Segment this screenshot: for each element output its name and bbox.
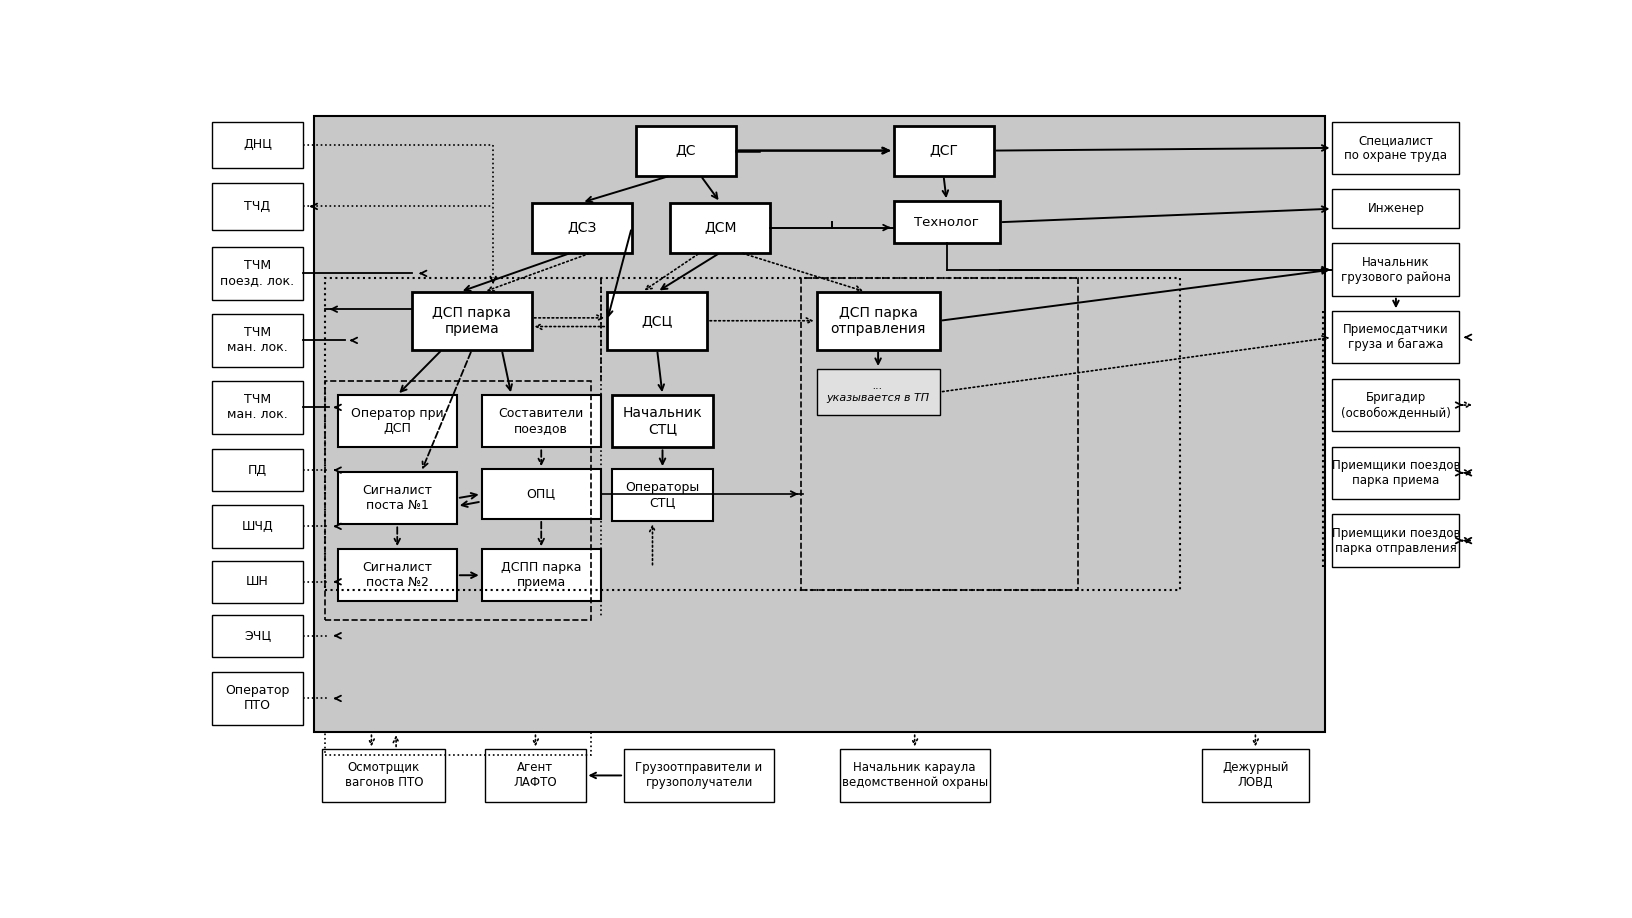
- Text: ...
указывается в ТП: ... указывается в ТП: [826, 381, 929, 403]
- Text: ЭЧЦ: ЭЧЦ: [243, 629, 271, 643]
- Text: Начальник караула
ведомственной охраны: Начальник караула ведомственной охраны: [840, 761, 987, 789]
- Text: Приемщики поездов
парка отправления: Приемщики поездов парка отправления: [1330, 527, 1459, 554]
- Text: Начальник
СТЦ: Начальник СТЦ: [622, 406, 702, 436]
- FancyBboxPatch shape: [212, 314, 302, 366]
- Text: ПД: ПД: [248, 464, 268, 476]
- FancyBboxPatch shape: [212, 449, 302, 491]
- Text: ДСГ: ДСГ: [929, 143, 958, 158]
- FancyBboxPatch shape: [212, 505, 302, 547]
- Text: Грузоотправители и
грузополучатели: Грузоотправители и грузополучатели: [635, 761, 762, 789]
- FancyBboxPatch shape: [1332, 189, 1459, 228]
- FancyBboxPatch shape: [315, 117, 1324, 733]
- Text: Оператор
ПТО: Оператор ПТО: [225, 685, 289, 712]
- FancyBboxPatch shape: [839, 749, 989, 801]
- Text: ДСП парка
отправления: ДСП парка отправления: [831, 306, 925, 336]
- FancyBboxPatch shape: [481, 395, 601, 447]
- FancyBboxPatch shape: [612, 469, 712, 521]
- Text: ДСЦ: ДСЦ: [641, 314, 672, 328]
- Text: Приемосдатчики
груза и багажа: Приемосдатчики груза и багажа: [1342, 323, 1448, 352]
- Text: ОПЦ: ОПЦ: [527, 487, 555, 500]
- Text: Осмотрщик
вагонов ПТО: Осмотрщик вагонов ПТО: [344, 761, 423, 789]
- Text: ТЧМ
ман. лок.: ТЧМ ман. лок.: [227, 394, 287, 421]
- FancyBboxPatch shape: [893, 201, 999, 243]
- FancyBboxPatch shape: [532, 203, 632, 252]
- Text: Агент
ЛАФТО: Агент ЛАФТО: [514, 761, 557, 789]
- FancyBboxPatch shape: [481, 549, 601, 601]
- Text: ДНЦ: ДНЦ: [243, 139, 273, 151]
- FancyBboxPatch shape: [635, 126, 734, 175]
- FancyBboxPatch shape: [212, 561, 302, 603]
- FancyBboxPatch shape: [1332, 379, 1459, 431]
- Text: Сигналист
поста №2: Сигналист поста №2: [362, 561, 432, 589]
- Text: ТЧД: ТЧД: [245, 200, 271, 213]
- FancyBboxPatch shape: [212, 122, 302, 168]
- Text: ТЧМ
ман. лок.: ТЧМ ман. лок.: [227, 327, 287, 354]
- FancyBboxPatch shape: [485, 749, 586, 801]
- FancyBboxPatch shape: [1332, 514, 1459, 566]
- Text: ДСП парка
приема: ДСП парка приема: [432, 306, 511, 336]
- Text: ДСМ: ДСМ: [703, 220, 736, 235]
- Text: Оператор при
ДСП: Оператор при ДСП: [351, 408, 444, 435]
- Text: Начальник
грузового района: Начальник грузового района: [1340, 255, 1451, 284]
- FancyBboxPatch shape: [816, 292, 938, 350]
- FancyBboxPatch shape: [212, 184, 302, 230]
- Text: Приемщики поездов
парка приема: Приемщики поездов парка приема: [1330, 459, 1459, 487]
- FancyBboxPatch shape: [1201, 749, 1309, 801]
- FancyBboxPatch shape: [816, 369, 938, 415]
- Text: Сигналист
поста №1: Сигналист поста №1: [362, 484, 432, 512]
- Text: Бригадир
(освобожденный): Бригадир (освобожденный): [1340, 391, 1449, 420]
- Text: Специалист
по охране труда: Специалист по охране труда: [1343, 134, 1446, 162]
- FancyBboxPatch shape: [411, 292, 532, 350]
- Text: Операторы
СТЦ: Операторы СТЦ: [625, 481, 698, 509]
- Text: ДС: ДС: [676, 143, 695, 158]
- FancyBboxPatch shape: [212, 247, 302, 299]
- Text: Составители
поездов: Составители поездов: [498, 408, 584, 435]
- FancyBboxPatch shape: [1332, 122, 1459, 174]
- Text: ДСЗ: ДСЗ: [566, 220, 596, 235]
- FancyBboxPatch shape: [1332, 447, 1459, 499]
- FancyBboxPatch shape: [338, 395, 457, 447]
- FancyBboxPatch shape: [623, 749, 774, 801]
- FancyBboxPatch shape: [893, 126, 992, 175]
- FancyBboxPatch shape: [212, 672, 302, 724]
- FancyBboxPatch shape: [669, 203, 770, 252]
- FancyBboxPatch shape: [1332, 243, 1459, 296]
- Text: ШН: ШН: [246, 576, 269, 588]
- Text: ДСПП парка
приема: ДСПП парка приема: [501, 561, 581, 589]
- Text: ТЧМ
поезд. лок.: ТЧМ поезд. лок.: [220, 260, 294, 287]
- FancyBboxPatch shape: [1332, 311, 1459, 364]
- FancyBboxPatch shape: [607, 292, 707, 350]
- FancyBboxPatch shape: [338, 472, 457, 524]
- Text: Инженер: Инженер: [1366, 202, 1423, 215]
- FancyBboxPatch shape: [212, 381, 302, 433]
- FancyBboxPatch shape: [322, 749, 446, 801]
- Text: Дежурный
ЛОВД: Дежурный ЛОВД: [1221, 761, 1288, 789]
- Text: Технолог: Технолог: [914, 216, 979, 229]
- FancyBboxPatch shape: [212, 614, 302, 657]
- Text: ШЧД: ШЧД: [242, 520, 273, 532]
- FancyBboxPatch shape: [612, 395, 712, 447]
- FancyBboxPatch shape: [338, 549, 457, 601]
- FancyBboxPatch shape: [481, 469, 601, 519]
